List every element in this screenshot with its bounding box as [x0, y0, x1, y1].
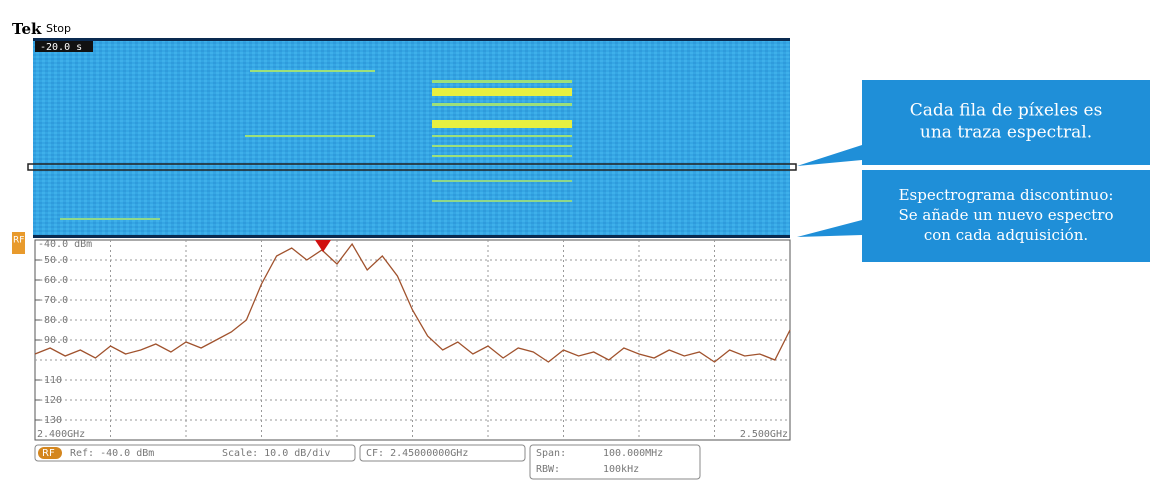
y-tick-label: -90.0	[38, 335, 68, 346]
status-rbw: 100kHz	[603, 464, 639, 475]
y-tick-label: -80.0	[38, 315, 68, 326]
callout-line: Se añade un nuevo espectro	[899, 206, 1114, 224]
y-tick-label: -120	[38, 395, 62, 406]
y-tick-label: -60.0	[38, 275, 68, 286]
status-scale: Scale: 10.0 dB/div	[222, 448, 330, 459]
y-tick-label: -50.0	[38, 255, 68, 266]
y-tick-label: -40.0 dBm	[38, 239, 92, 250]
status-ref: Ref: -40.0 dBm	[70, 448, 154, 459]
callout-line: Espectrograma discontinuo:	[899, 186, 1114, 204]
rf-badge-label: RF	[13, 236, 24, 246]
y-tick-label: -110	[38, 375, 62, 386]
spectrogram-bottom	[33, 235, 790, 238]
status-cf: CF: 2.45000000GHz	[366, 448, 468, 459]
time-label: -20.0 s	[40, 42, 82, 53]
screenshot: Tek Stop -20.0 s RF -40.0 dBm -50.0 -60.0 -…	[0, 0, 1163, 488]
callout-line: con cada adquisición.	[924, 226, 1088, 244]
callout-line: una traza espectral.	[920, 123, 1092, 143]
y-tick-label: -130	[38, 415, 62, 426]
spectrogram-top	[33, 38, 790, 41]
state: Stop	[46, 22, 71, 35]
x-tick-label: 2.500GHz	[740, 429, 788, 440]
status-rf: RF	[42, 448, 55, 459]
status-rbw-label: RBW:	[536, 464, 560, 475]
status-span-label: Span:	[536, 448, 566, 459]
y-tick-label: -70.0	[38, 295, 68, 306]
callout-line: Cada fila de píxeles es	[910, 101, 1103, 121]
status-span: 100.000MHz	[603, 448, 663, 459]
x-tick-label: 2.400GHz	[37, 429, 85, 440]
brand: Tek	[12, 20, 42, 38]
spectrogram	[33, 38, 790, 237]
